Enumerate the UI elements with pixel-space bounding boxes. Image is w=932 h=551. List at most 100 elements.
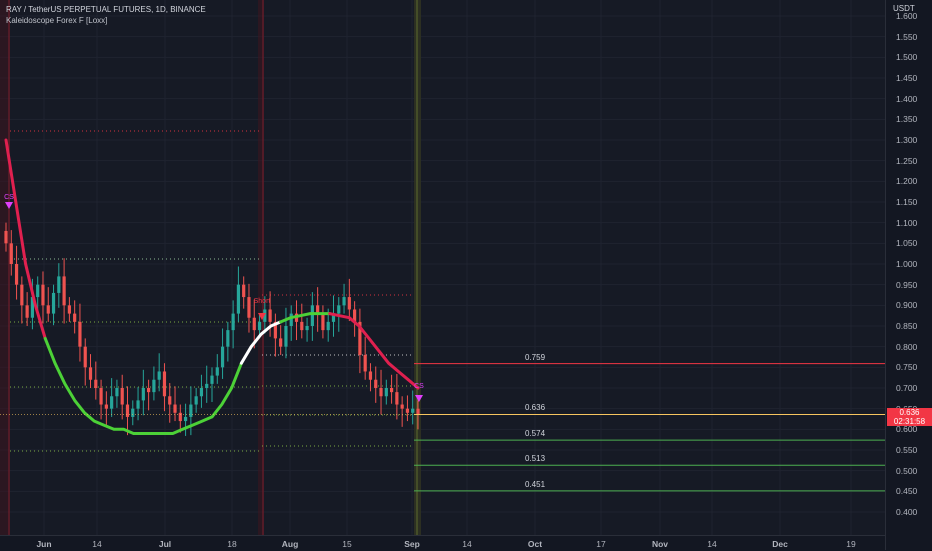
- price-tick-label: 0.400: [896, 507, 918, 517]
- time-axis[interactable]: Jun 14 Jul 18 Aug 15 Sep 14 Oct 17 Nov 14 Dec 19: [0, 535, 885, 551]
- candle-body: [310, 305, 314, 326]
- candle-body: [9, 243, 13, 264]
- candle-body: [110, 396, 114, 409]
- time-tick-label: 14: [707, 539, 717, 549]
- candle-body: [183, 416, 188, 422]
- signals: Short CS CS: [4, 194, 424, 402]
- price-tick-label: 1.500: [896, 52, 918, 63]
- candle-body: [400, 404, 404, 409]
- candle-body: [389, 388, 394, 393]
- candle-body: [247, 297, 251, 318]
- signal-arrow: [415, 395, 423, 402]
- time-tick-label: 19: [846, 539, 856, 549]
- candle-body: [263, 309, 267, 322]
- candle-body: [141, 388, 145, 401]
- kaleidoscope-line: [4, 138, 420, 435]
- time-tick-label: Dec: [772, 539, 788, 549]
- indicator-title[interactable]: Kaleidoscope Forex F [Loxx]: [6, 16, 108, 25]
- symbol-title[interactable]: RAY / TetherUS PERPETUAL FUTURES, 1D, BI…: [6, 5, 206, 14]
- candle-body: [242, 284, 246, 298]
- candle-body: [353, 309, 357, 322]
- time-tick-label: 14: [92, 539, 102, 549]
- price-tick-label: 1.050: [896, 238, 918, 249]
- price-tick-label: 1.100: [896, 217, 918, 228]
- candle-body: [41, 284, 45, 306]
- signal-label: Short: [254, 298, 271, 305]
- candle-body: [88, 367, 93, 380]
- ma-segment-flat: [239, 320, 283, 365]
- ma-segment-down: [328, 312, 420, 390]
- time-tick-label: Aug: [281, 539, 299, 549]
- level-label: 0.759: [525, 352, 546, 362]
- price-chart[interactable]: Short CS CS: [0, 0, 885, 535]
- price-tick-label: 1.000: [896, 259, 918, 269]
- ma-segment-down: [4, 138, 47, 340]
- candle-body: [104, 404, 108, 409]
- price-tick-label: 1.450: [896, 73, 918, 83]
- currency-label: USDT: [893, 4, 915, 13]
- candle-body: [199, 388, 204, 397]
- candle-body: [231, 313, 235, 331]
- candle-body: [73, 313, 77, 322]
- candle-body: [384, 388, 388, 397]
- candle-body: [379, 388, 383, 397]
- candle-body: [395, 392, 399, 405]
- candle-body: [162, 371, 167, 397]
- candle-body: [4, 230, 8, 244]
- candles: [4, 222, 420, 436]
- candle-body: [120, 388, 124, 405]
- candle-body: [321, 313, 325, 331]
- current-price: 0.636: [899, 408, 920, 417]
- bar-countdown: 02:31:58: [893, 417, 926, 426]
- candle-body: [189, 404, 193, 417]
- candle-body: [337, 305, 341, 314]
- candle-body: [342, 297, 346, 306]
- candle-body: [279, 338, 283, 347]
- candle-body: [30, 297, 35, 318]
- candle-body: [289, 313, 293, 326]
- candle-body: [268, 309, 272, 322]
- chart-decorations: [0, 0, 421, 535]
- candle-body: [67, 305, 71, 314]
- price-tick-label: 1.250: [896, 155, 918, 166]
- current-price-tag: 0.636 02:31:58: [887, 408, 932, 426]
- short-zone: [0, 0, 10, 535]
- candle-body: [173, 404, 177, 413]
- price-tick-label: 1.400: [896, 93, 918, 104]
- candle-body: [210, 375, 214, 384]
- time-tick-label: 17: [596, 539, 606, 549]
- candle-body: [14, 264, 19, 285]
- price-tick-label: 0.900: [896, 300, 918, 311]
- price-tick-label: 1.300: [896, 135, 918, 145]
- candle-body: [36, 284, 40, 298]
- candle-body: [411, 408, 415, 413]
- price-axis[interactable]: USDT 1.600 1.550 1.500 1.450 1.400 1.350 1.300…: [885, 0, 932, 550]
- candle-body: [20, 284, 24, 306]
- price-tick-label: 0.550: [896, 445, 918, 455]
- candle-body: [46, 305, 50, 314]
- chart-area[interactable]: Short CS CS RAY / TetherUS PERPETUAL FUTUR…: [0, 0, 885, 535]
- candle-body: [331, 313, 336, 322]
- price-tick-label: 0.700: [896, 383, 918, 393]
- candle-body: [25, 305, 29, 318]
- signal-label: CS: [414, 383, 424, 390]
- candle-body: [194, 396, 198, 405]
- price-tick-label: 0.450: [896, 486, 918, 497]
- short-zone: [258, 0, 264, 535]
- price-tick-label: 1.200: [896, 176, 918, 187]
- candle-body: [125, 404, 130, 417]
- candle-body: [368, 371, 373, 380]
- chart-legend[interactable]: RAY / TetherUS PERPETUAL FUTURES, 1D, BI…: [6, 4, 206, 26]
- time-tick-label: Nov: [651, 539, 669, 549]
- ma-segment-up: [43, 336, 243, 435]
- candle-body: [326, 321, 330, 331]
- time-tick-label: Oct: [527, 539, 543, 549]
- candle-body: [78, 321, 82, 347]
- level-label: 0.636: [525, 403, 546, 413]
- candle-body: [115, 388, 119, 397]
- candle-body: [273, 321, 277, 339]
- signal-label: CS: [4, 194, 14, 201]
- candle-body: [62, 276, 66, 306]
- price-tick-label: 1.550: [896, 31, 918, 42]
- candle-body: [347, 297, 351, 310]
